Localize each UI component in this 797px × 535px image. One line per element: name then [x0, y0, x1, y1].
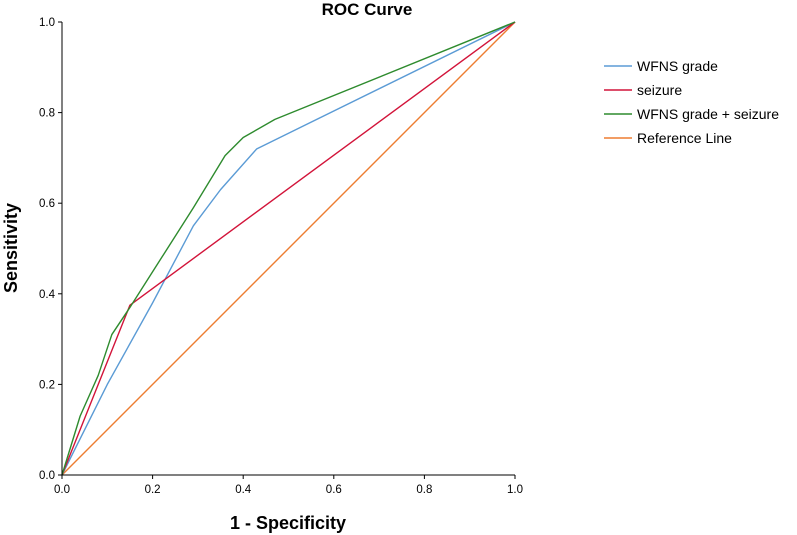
plot-lines [61, 21, 516, 476]
legend-label-wfns-grade-seizure: WFNS grade + seizure [637, 106, 779, 122]
x-tick-label: 0.2 [145, 484, 161, 496]
legend: WFNS grade seizure WFNS grade + seizure Ref… [604, 58, 779, 146]
x-tick-label: 0.0 [54, 484, 70, 496]
legend-label-wfns-grade: WFNS grade [637, 58, 718, 74]
x-axis-title: 1 - Specificity [230, 513, 346, 533]
y-tick-label: 0.6 [39, 198, 55, 210]
x-axis-ticks: 0.0 0.2 0.4 0.6 0.8 1.0 [54, 475, 523, 496]
y-tick-label: 0.0 [39, 470, 55, 482]
y-tick-label: 0.8 [39, 108, 55, 120]
series-line-wfns-grade-seizure [61, 21, 516, 476]
y-tick-label: 1.0 [39, 17, 55, 29]
x-tick-label: 0.4 [235, 484, 252, 496]
legend-label-seizure: seizure [637, 82, 682, 98]
y-tick-label: 0.2 [39, 379, 55, 391]
chart-title: ROC Curve [322, 0, 413, 19]
x-tick-label: 1.0 [507, 484, 523, 496]
legend-label-reference-line: Reference Line [637, 130, 732, 146]
y-tick-label: 0.4 [39, 289, 56, 301]
x-tick-label: 0.6 [326, 484, 342, 496]
x-tick-label: 0.8 [416, 484, 432, 496]
series-line-wfns-grade [61, 21, 516, 476]
series-line-seizure [61, 21, 516, 476]
y-axis-ticks: 0.0 0.2 0.4 0.6 0.8 1.0 [39, 17, 62, 482]
y-axis-title: Sensitivity [1, 203, 21, 293]
series-line-reference-line [61, 21, 516, 476]
